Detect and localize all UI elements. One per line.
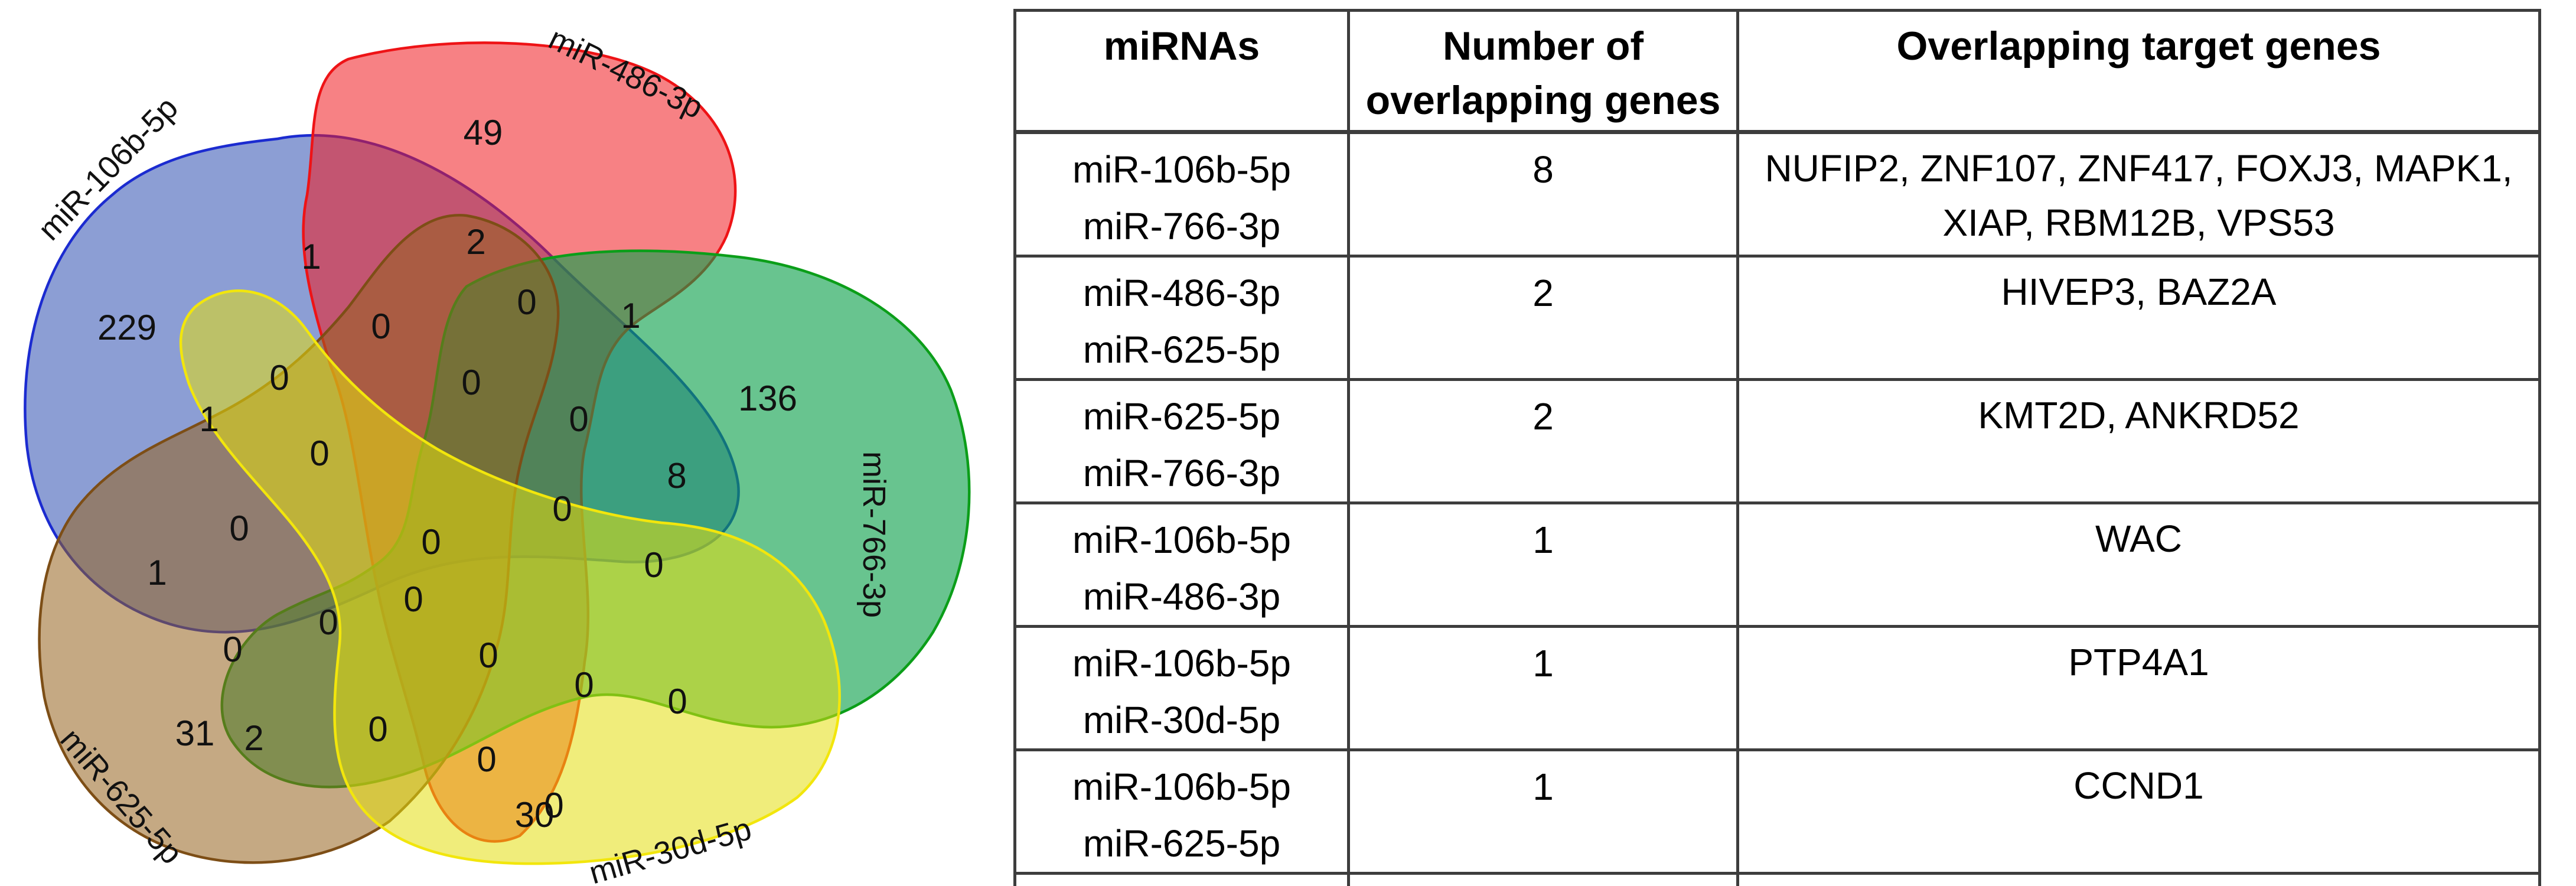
venn-region-count: 0 (517, 282, 536, 322)
venn-region-count: 0 (368, 709, 387, 749)
venn-region-count: 30 (515, 795, 555, 835)
venn-region-count: 49 (464, 113, 503, 152)
target-genes-cell: KMT2D, ANKRD52 (1736, 378, 2541, 504)
mirna-pair-cell: miR-625-5p miR-766-3p (1013, 378, 1350, 504)
overlap-count-cell: 1 (1347, 872, 1739, 886)
table-row: miR-106b-5p miR-625-5p 1 CCND1 (1013, 748, 2541, 875)
mirna-pair-cell: miR-106b-5p miR-30d-5p (1013, 625, 1350, 751)
venn-region-count: 8 (667, 456, 686, 496)
venn-region-count: 0 (309, 434, 329, 473)
mirna-name: miR-486-3p (1082, 575, 1281, 618)
mirna-name: miR-625-5p (1082, 328, 1281, 371)
venn-region-count: 0 (318, 602, 338, 642)
venn-region-count: 0 (223, 630, 242, 669)
target-genes-text: KMT2D, ANKRD52 (1978, 394, 2300, 437)
mirna-name: miR-625-5p (1082, 395, 1281, 438)
target-genes-cell: NUFIP2, ZNF107, ZNF417, FOXJ3, MAPK1, XI… (1736, 131, 2541, 258)
venn-region-count: 0 (371, 307, 390, 346)
venn-region-count: 0 (552, 489, 572, 529)
overlap-table-header: miRNAs Number of overlapping genes Overl… (1013, 9, 2541, 134)
venn-region-count: 0 (574, 665, 594, 705)
venn-region-count: 0 (478, 636, 498, 675)
venn-region-count: 1 (301, 237, 321, 276)
venn-region-count: 0 (229, 509, 249, 548)
mirna-name: miR-106b-5p (1072, 766, 1291, 808)
venn-region-count: 0 (667, 682, 687, 721)
venn-diagram: miR-106b-5pmiR-486-3pmiR-766-3pmiR-625-5… (24, 21, 971, 886)
venn-region-count: 229 (97, 308, 156, 347)
venn-region-count: 0 (544, 786, 563, 825)
mirna-pair-cell: miR-486-3p miR-625-5p (1013, 255, 1350, 381)
mirna-name: miR-486-3p (1023, 882, 1340, 886)
venn-region-count: 1 (199, 399, 219, 439)
venn-region-count: 0 (269, 358, 289, 398)
target-genes-cell: HIVEP3, BAZ2A (1736, 255, 2541, 381)
mirna-name: miR-106b-5p (1072, 148, 1291, 191)
mirna-name: miR-106b-5p (1072, 642, 1291, 685)
mirna-name: miR-766-3p (1082, 205, 1281, 247)
mirna-pair-cell: miR-486-3p miR-766-3p (1013, 872, 1350, 886)
overlap-count-cell: 2 (1347, 378, 1739, 504)
mirna-name: miR-625-5p (1082, 822, 1281, 865)
venn-region-count: 1 (147, 553, 167, 592)
venn-region-count: 0 (477, 740, 496, 779)
table-row: miR-486-3p miR-625-5p 2 HIVEP3, BAZ2A (1013, 255, 2541, 381)
venn-region-count: 1 (621, 296, 640, 335)
mirna-pair-cell: miR-106b-5p miR-625-5p (1013, 748, 1350, 875)
target-genes-cell: WAC (1736, 501, 2541, 628)
overlap-count-cell: 2 (1347, 255, 1739, 381)
mirna-pair-cell: miR-106b-5p miR-766-3p (1013, 131, 1350, 258)
mirna-name: miR-106b-5p (1072, 519, 1291, 561)
target-genes-cell: CCND1 (1736, 748, 2541, 875)
mirna-name: miR-30d-5p (1082, 699, 1281, 741)
mirna-name: miR-766-3p (1082, 452, 1281, 494)
venn-set-label: miR-766-3p (856, 451, 892, 618)
overlap-count-cell: 1 (1347, 625, 1739, 751)
target-genes-text: CCND1 (2073, 764, 2204, 807)
venn-region-count: 2 (244, 718, 263, 758)
mirna-pair-cell: miR-106b-5p miR-486-3p (1013, 501, 1350, 628)
target-genes-text: PTP4A1 (2068, 641, 2209, 683)
venn-region-count: 0 (421, 522, 441, 562)
target-genes-cell: PTP4A1 (1736, 625, 2541, 751)
venn-region-count: 0 (569, 399, 588, 439)
venn-region-count: 31 (175, 714, 215, 753)
mirna-name: miR-486-3p (1082, 272, 1281, 314)
table-row: miR-486-3p miR-766-3p 1 MED28 (1013, 872, 2541, 886)
header-overlap-count-line1: Number of (1443, 24, 1644, 69)
overlap-table: miRNAs Number of overlapping genes Overl… (1013, 9, 2541, 886)
overlap-count-cell: 1 (1347, 501, 1739, 628)
venn-region-count: 0 (403, 579, 423, 619)
target-genes-text: HIVEP3, BAZ2A (2001, 271, 2277, 313)
venn-set-mir-30d-5p (179, 289, 841, 865)
venn-region-count: 0 (461, 363, 481, 402)
header-target-genes: Overlapping target genes (1736, 9, 2541, 134)
overlap-count-cell: 1 (1347, 748, 1739, 875)
venn-panel: miR-106b-5p miR-486-3p miR-766-3p miR-625-5… (0, 0, 1010, 886)
target-genes-text: NUFIP2, ZNF107, ZNF417, FOXJ3, MAPK1, XI… (1765, 147, 2513, 244)
target-genes-text: MED28 (1746, 882, 2531, 886)
table-row: miR-625-5p miR-766-3p 2 KMT2D, ANKRD52 (1013, 378, 2541, 504)
header-row: miRNAs Number of overlapping genes Overl… (1013, 9, 2541, 134)
overlap-count-cell: 8 (1347, 131, 1739, 258)
table-row: miR-106b-5p miR-486-3p 1 WAC (1013, 501, 2541, 628)
header-overlap-count-line2: overlapping genes (1365, 78, 1721, 123)
venn-region-count: 136 (738, 379, 797, 418)
venn-region-count: 0 (644, 545, 663, 585)
target-genes-cell: MED28 (1736, 872, 2541, 886)
header-overlap-count: Number of overlapping genes (1347, 9, 1739, 134)
header-mirnas: miRNAs (1013, 9, 1350, 134)
venn-region-count: 2 (466, 222, 485, 262)
table-row: miR-106b-5p miR-766-3p 8 NUFIP2, ZNF107,… (1013, 131, 2541, 258)
table-row: miR-106b-5p miR-30d-5p 1 PTP4A1 (1013, 625, 2541, 751)
target-genes-text: WAC (2095, 517, 2182, 560)
